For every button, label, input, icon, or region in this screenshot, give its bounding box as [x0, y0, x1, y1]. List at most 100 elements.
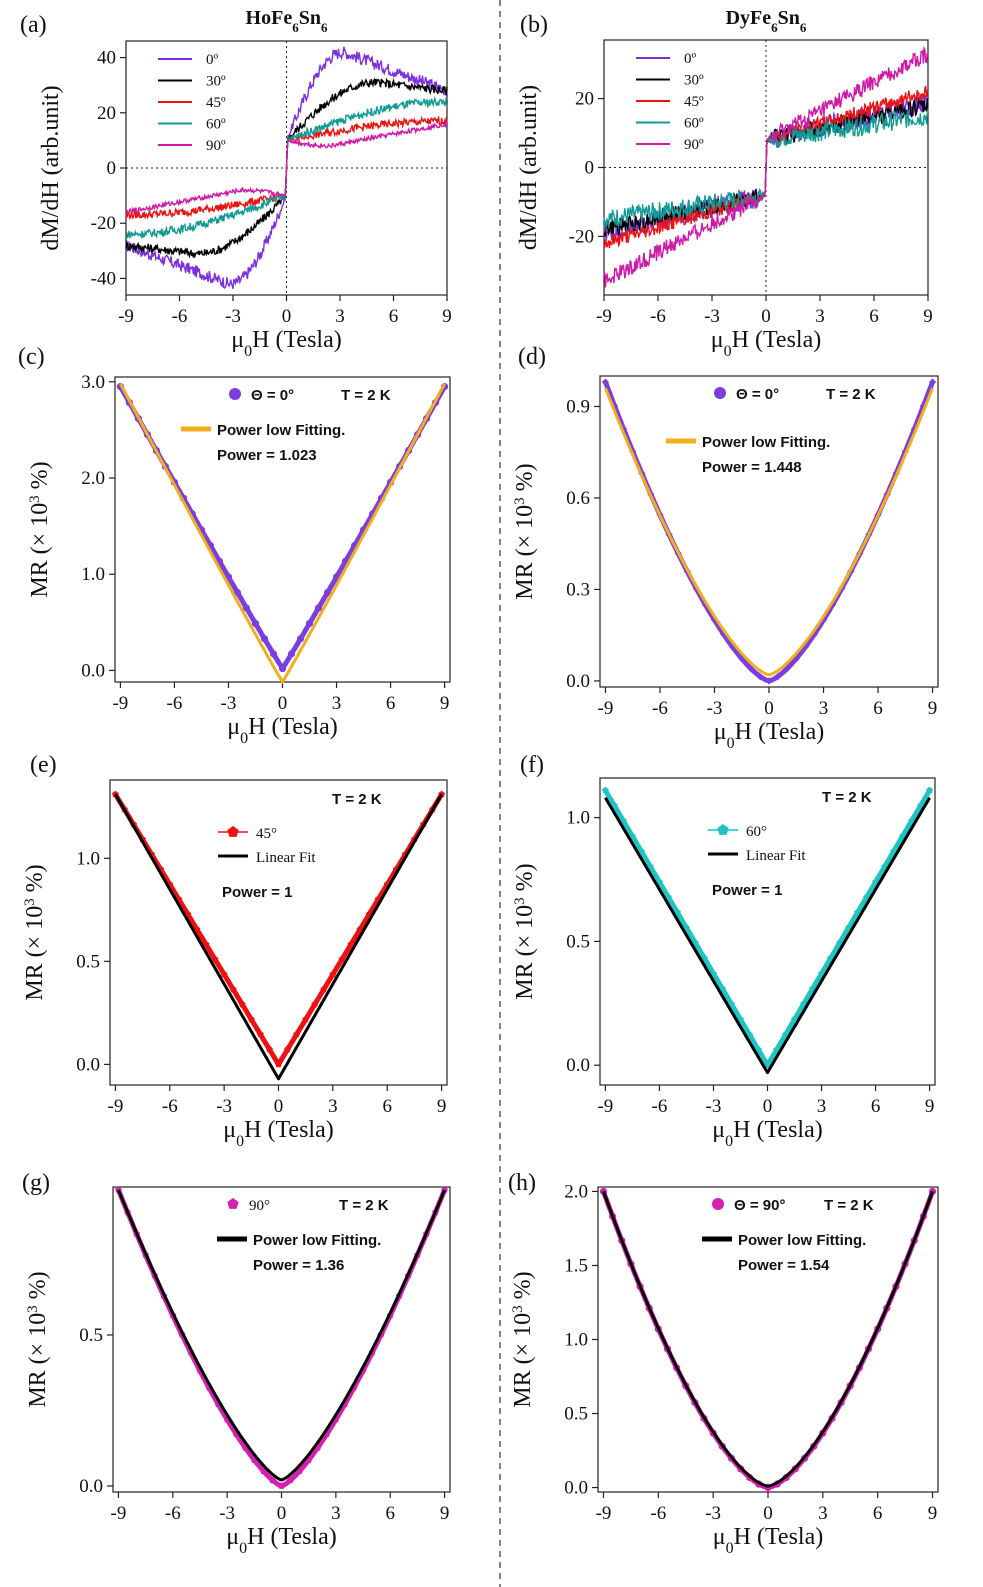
data-marker	[220, 970, 228, 978]
data-marker	[284, 1045, 291, 1053]
data-marker	[719, 630, 728, 638]
panel-label: (e)	[30, 752, 57, 778]
legend-label: 0º	[206, 52, 219, 68]
x-axis-label: μ0H (Tesla)	[223, 1117, 334, 1150]
data-marker	[756, 672, 764, 680]
data-marker	[926, 786, 933, 794]
x-tick-label: 0	[763, 1096, 773, 1117]
legend-label: 30º	[684, 73, 704, 89]
y-tick-label: -20	[569, 226, 594, 247]
data-marker	[792, 654, 800, 663]
temperature-annotation: T = 2 K	[826, 386, 876, 403]
x-axis-label: μ0H (Tesla)	[714, 719, 825, 752]
y-axis-label-sup: 3	[512, 897, 528, 905]
x-tick-label: 9	[442, 306, 452, 327]
data-marker	[287, 1476, 294, 1484]
power-annotation: Power = 1	[222, 884, 292, 901]
data-marker	[854, 908, 861, 916]
y-tick-label: 3.0	[81, 372, 105, 393]
series-line-4	[603, 45, 929, 288]
data-marker	[674, 908, 681, 916]
x-tick-label: 0	[761, 306, 771, 327]
legend-data-marker	[712, 1198, 724, 1210]
y-axis-label-sup: 3	[22, 898, 38, 906]
data-marker	[275, 1060, 282, 1068]
data-marker	[774, 672, 782, 680]
temperature-annotation: T = 2 K	[332, 791, 382, 808]
data-marker	[314, 604, 323, 612]
x-tick-label: 3	[331, 1503, 341, 1524]
x-tick-label: 3	[335, 306, 345, 327]
data-marker	[872, 878, 879, 885]
y-axis-label-text: MR (× 10	[512, 905, 538, 1000]
data-marker	[908, 817, 915, 824]
y-tick-label: 2.0	[81, 468, 105, 489]
x-tick-label: 6	[873, 1503, 883, 1524]
y-tick-label: 0	[585, 158, 595, 179]
power-annotation: Power = 1	[712, 882, 782, 899]
y-axis-label-text: MR (× 10	[22, 906, 48, 1001]
y-axis-label-sup: 3	[510, 1305, 526, 1313]
panel-label: (g)	[22, 1170, 50, 1196]
y-axis-label: MR (× 103 %)	[510, 1271, 536, 1407]
y-axis-label: MR (× 103 %)	[25, 1271, 51, 1407]
x-axis-label: μ0H (Tesla)	[227, 714, 338, 747]
data-marker	[329, 970, 337, 978]
legend-fit-label: Power low Fitting.	[738, 1232, 866, 1249]
data-marker	[829, 601, 837, 609]
x-tick-label: 0	[278, 693, 288, 714]
data-marker	[782, 1031, 789, 1038]
y-tick-label: 0.9	[566, 396, 590, 417]
x-tick-label: 3	[332, 693, 342, 714]
x-tick-label: -3	[707, 698, 723, 719]
data-marker	[293, 1030, 300, 1038]
x-tick-label: 6	[873, 698, 883, 719]
x-tick-label: 9	[928, 698, 938, 719]
legend-data-marker	[229, 388, 241, 400]
x-tick-label: 9	[923, 306, 933, 327]
x-tick-label: 3	[815, 306, 825, 327]
x-axis-label-mu: μ	[711, 327, 724, 353]
fit-line	[114, 793, 443, 1081]
y-tick-label: 0.0	[566, 1055, 590, 1076]
x-tick-label: 0	[274, 1096, 284, 1117]
legend-data-marker	[227, 1198, 239, 1209]
y-axis-label: MR (× 103 %)	[512, 863, 538, 999]
x-tick-label: -3	[705, 1503, 721, 1524]
chart-title-sub: 6	[292, 20, 299, 35]
data-marker	[602, 786, 609, 794]
data-marker	[251, 619, 260, 628]
legend-label: 45º	[206, 95, 226, 111]
legend-fit-label: Linear Fit	[746, 848, 806, 864]
plot-frame	[599, 375, 939, 688]
power-annotation: Power = 1.36	[253, 1257, 344, 1274]
data-marker	[737, 1015, 744, 1023]
legend-label: 90º	[206, 138, 226, 154]
y-axis-label-text: dM/dH (arb.unit)	[516, 85, 542, 250]
x-tick-label: -3	[225, 306, 241, 327]
x-tick-label: -6	[650, 1503, 666, 1524]
data-marker	[347, 940, 355, 948]
data-marker	[656, 878, 663, 885]
data-marker	[692, 939, 699, 946]
y-tick-label: 1.0	[76, 848, 100, 869]
data-marker	[710, 970, 717, 977]
data-marker	[764, 1061, 771, 1069]
data-marker	[919, 402, 928, 410]
x-axis-label-sub: 0	[726, 1540, 734, 1557]
y-tick-label: 0.3	[566, 579, 590, 600]
y-axis-label-text: MR (× 10	[27, 503, 53, 598]
legend-fit-label: Power low Fitting.	[702, 434, 830, 451]
panel-label: (b)	[520, 12, 548, 38]
fit-line	[604, 797, 931, 1075]
x-tick-label: 0	[282, 306, 292, 327]
x-tick-label: 6	[869, 306, 879, 327]
x-axis-label: μ0H (Tesla)	[712, 1117, 823, 1150]
data-marker	[783, 664, 791, 673]
legend-data-marker	[717, 824, 729, 835]
x-axis-label-mu: μ	[223, 1117, 236, 1143]
y-tick-label: 2.0	[564, 1181, 588, 1202]
